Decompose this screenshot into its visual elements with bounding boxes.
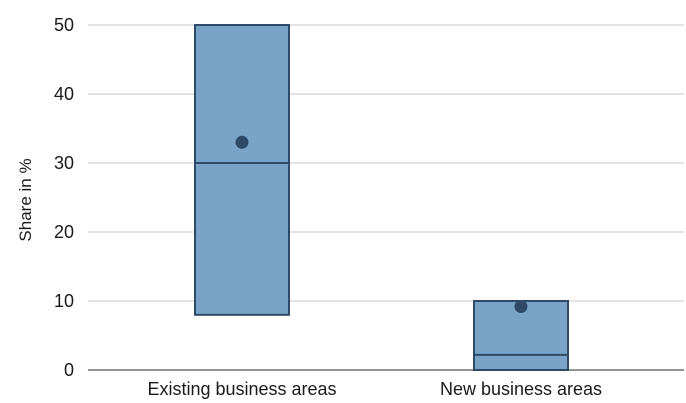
y-tick-label-30: 30 (54, 153, 74, 173)
box-iqr-0 (194, 24, 290, 316)
box-0 (194, 24, 290, 316)
y-tick-label-20: 20 (54, 222, 74, 242)
tick-layer: 0 10 20 30 40 50 Existing business areas New bu… (54, 15, 602, 399)
x-tick-label-0: Existing business areas (147, 379, 336, 399)
y-tick-label-40: 40 (54, 84, 74, 104)
y-tick-label-10: 10 (54, 291, 74, 311)
grid-layer (88, 24, 684, 371)
box-mean-marker-0 (235, 135, 249, 149)
box-1 (473, 300, 569, 371)
box-mean-marker-1 (514, 300, 528, 314)
x-tick-label-1: New business areas (440, 379, 602, 399)
y-tick-label-0: 0 (64, 360, 74, 380)
y-axis-title: Share in % (16, 158, 35, 241)
box-layer (194, 24, 569, 371)
y-tick-label-50: 50 (54, 15, 74, 35)
